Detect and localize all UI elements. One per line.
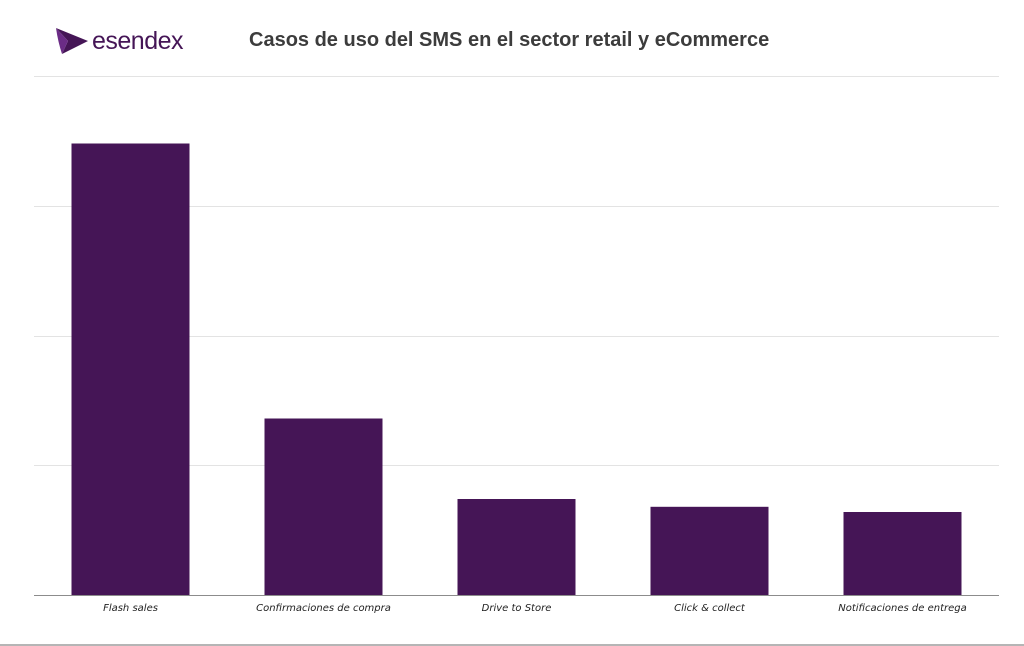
bar-2 — [264, 418, 383, 595]
chart-title: Casos de uso del SMS en el sector retail… — [249, 29, 770, 51]
bar-5 — [843, 512, 962, 595]
bar-4 — [650, 506, 769, 595]
x-tick-label: Notificaciones de entrega — [838, 603, 967, 614]
x-tick-label: Flash sales — [103, 603, 158, 614]
bar-1 — [71, 143, 190, 595]
x-tick-label: Drive to Store — [482, 603, 552, 614]
bottom-border — [0, 644, 1024, 646]
bar-3 — [457, 499, 576, 595]
chart-header: esendex Casos de uso del SMS en el secto… — [0, 0, 1024, 76]
logo-text: esendex — [92, 27, 184, 55]
x-tick-label: Confirmaciones de compra — [256, 603, 391, 614]
esendex-logo: esendex — [54, 26, 184, 56]
esendex-logo-mark — [56, 28, 88, 54]
x-tick-label: Click & collect — [674, 603, 746, 614]
